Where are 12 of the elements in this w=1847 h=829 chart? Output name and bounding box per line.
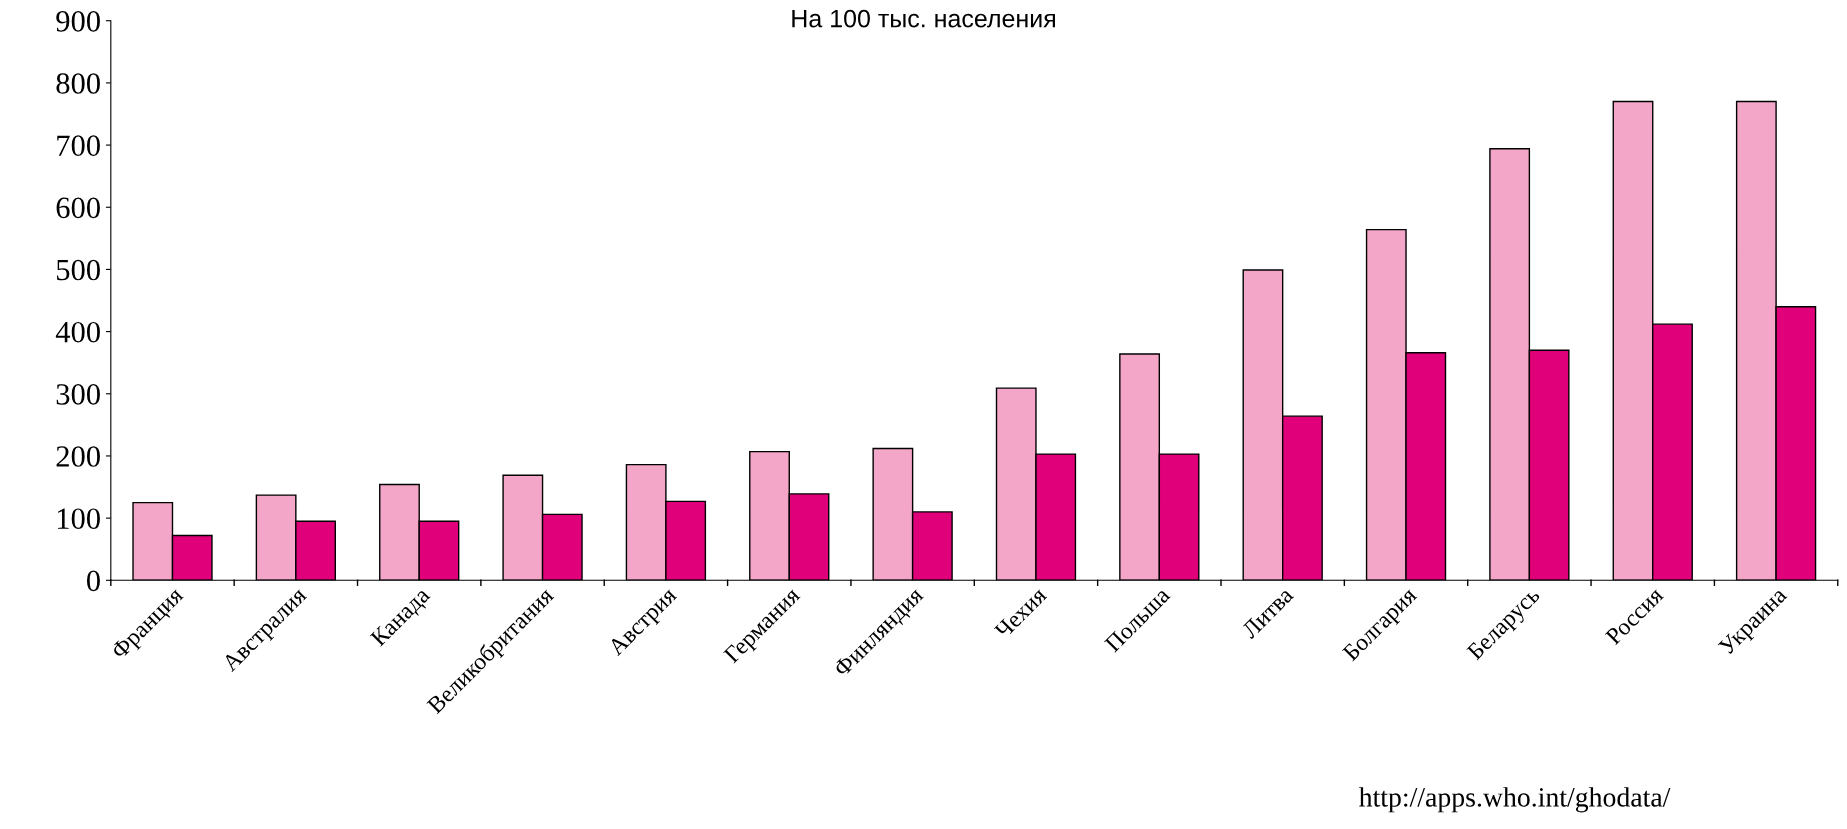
- y-tick-label: 800: [56, 73, 100, 94]
- y-tick-label: 900: [56, 11, 100, 32]
- y-tick-label: 400: [55, 321, 100, 343]
- y-tick-label: 300: [56, 384, 100, 405]
- y-tick-label: 700: [57, 135, 100, 156]
- y-tick-label: 600: [56, 197, 100, 219]
- y-tick-label: 200: [56, 446, 100, 467]
- y-tick-label: 100: [57, 508, 100, 530]
- chart-title: На 100 тыс. населения: [792, 9, 1055, 28]
- y-tick-label: 0: [86, 570, 100, 592]
- text: http://apps.who.int/ghodata/: [1358, 787, 1671, 813]
- y-tick-label: 500: [57, 259, 100, 281]
